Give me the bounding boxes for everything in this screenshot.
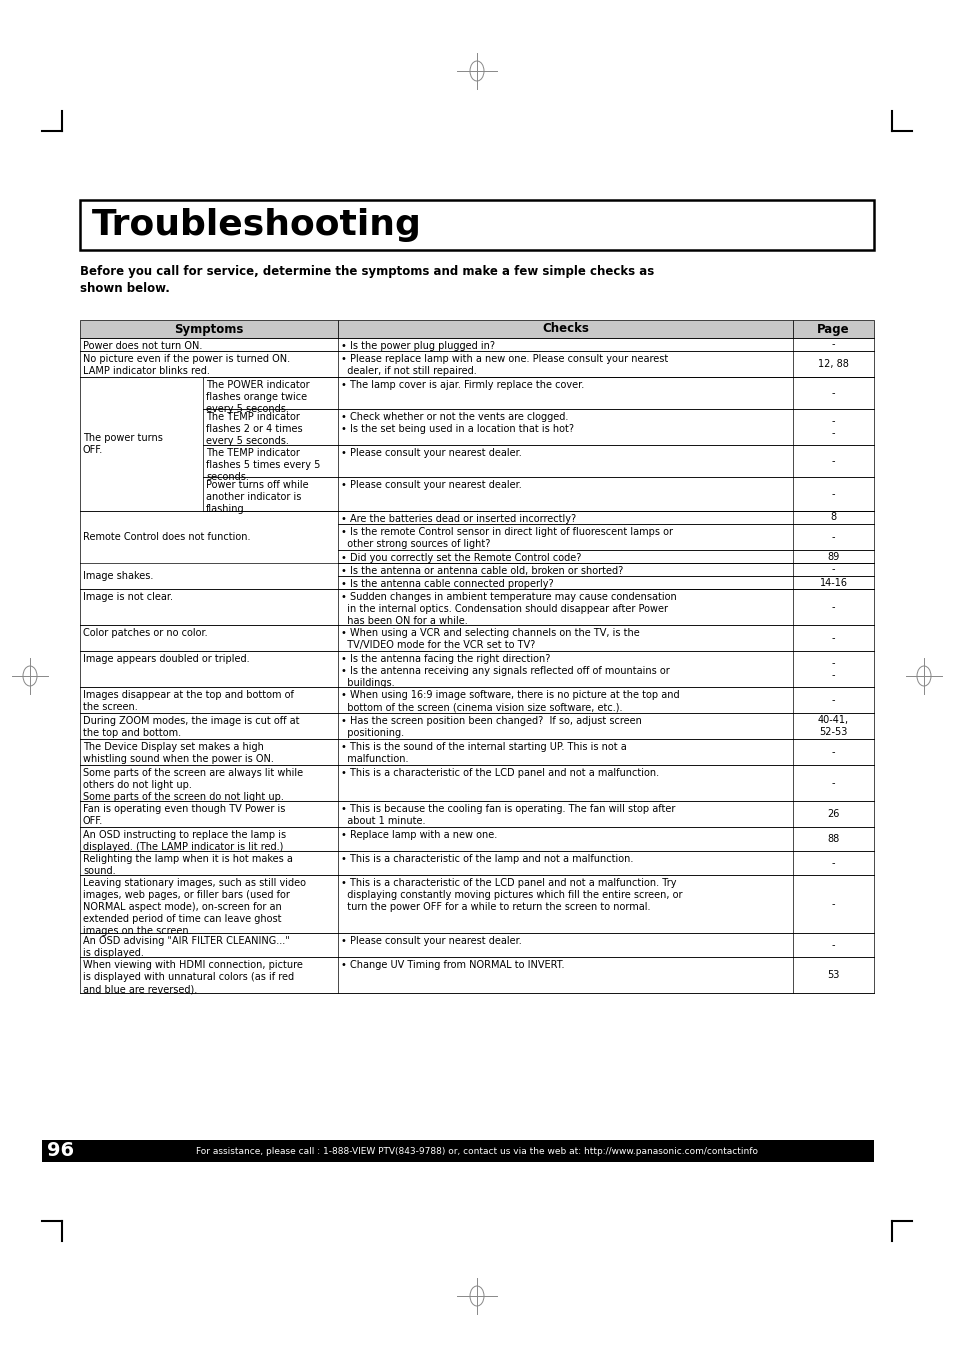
Text: -: -: [831, 940, 835, 950]
Text: Before you call for service, determine the symptoms and make a few simple checks: Before you call for service, determine t…: [80, 265, 654, 295]
Text: • Is the antenna cable connected properly?: • Is the antenna cable connected properl…: [340, 580, 553, 589]
Text: • When using 16:9 image software, there is no picture at the top and
  bottom of: • When using 16:9 image software, there …: [340, 690, 679, 712]
Text: Relighting the lamp when it is hot makes a
sound.: Relighting the lamp when it is hot makes…: [83, 854, 293, 875]
Bar: [337, 320, 792, 338]
Text: 96: 96: [48, 1142, 74, 1161]
Text: • Is the antenna or antenna cable old, broken or shorted?: • Is the antenna or antenna cable old, b…: [340, 566, 622, 576]
Text: -: -: [831, 778, 835, 788]
Text: Troubleshooting: Troubleshooting: [91, 208, 421, 242]
Text: • The lamp cover is ajar. Firmly replace the cover.: • The lamp cover is ajar. Firmly replace…: [340, 380, 583, 390]
Text: Color patches or no color.: Color patches or no color.: [83, 628, 208, 638]
Text: Fan is operating even though TV Power is
OFF.: Fan is operating even though TV Power is…: [83, 804, 285, 825]
Text: -: -: [831, 457, 835, 466]
Text: Leaving stationary images, such as still video
images, web pages, or filler bars: Leaving stationary images, such as still…: [83, 878, 306, 936]
Text: -: -: [831, 489, 835, 499]
Text: During ZOOM modes, the image is cut off at
the top and bottom.: During ZOOM modes, the image is cut off …: [83, 716, 299, 738]
Text: -: -: [831, 858, 835, 867]
Bar: [80, 1140, 873, 1162]
Text: The POWER indicator
flashes orange twice
every 5 seconds.: The POWER indicator flashes orange twice…: [206, 380, 310, 413]
Text: -: -: [831, 339, 835, 350]
Text: • Is the antenna facing the right direction?
• Is the antenna receiving any sign: • Is the antenna facing the right direct…: [340, 654, 669, 688]
Text: An OSD instructing to replace the lamp is
displayed. (The LAMP indicator is lit : An OSD instructing to replace the lamp i…: [83, 830, 286, 852]
Text: 53: 53: [826, 970, 839, 979]
Text: 14-16: 14-16: [819, 577, 846, 588]
Text: • This is a characteristic of the LCD panel and not a malfunction. Try
  display: • This is a characteristic of the LCD pa…: [340, 878, 681, 912]
Text: 88: 88: [826, 834, 839, 844]
Text: Image appears doubled or tripled.: Image appears doubled or tripled.: [83, 654, 250, 663]
Text: • Sudden changes in ambient temperature may cause condensation
  in the internal: • Sudden changes in ambient temperature …: [340, 592, 676, 626]
Text: The TEMP indicator
flashes 5 times every 5
seconds.: The TEMP indicator flashes 5 times every…: [206, 449, 320, 482]
Text: • Please consult your nearest dealer.: • Please consult your nearest dealer.: [340, 936, 521, 946]
Text: • When using a VCR and selecting channels on the TV, is the
  TV/VIDEO mode for : • When using a VCR and selecting channel…: [340, 628, 639, 650]
Text: 12, 88: 12, 88: [818, 359, 848, 369]
Text: The power turns
OFF.: The power turns OFF.: [83, 434, 163, 455]
Text: Symptoms: Symptoms: [174, 323, 243, 335]
Text: • Please consult your nearest dealer.: • Please consult your nearest dealer.: [340, 480, 521, 490]
Text: -: -: [831, 694, 835, 705]
Text: Images disappear at the top and bottom of
the screen.: Images disappear at the top and bottom o…: [83, 690, 294, 712]
Text: -: -: [831, 747, 835, 757]
Text: -
-: - -: [831, 416, 835, 438]
Text: For assistance, please call : 1-888-VIEW PTV(843-9788) or, contact us via the we: For assistance, please call : 1-888-VIEW…: [195, 1147, 758, 1155]
Text: No picture even if the power is turned ON.
LAMP indicator blinks red.: No picture even if the power is turned O…: [83, 354, 290, 376]
Bar: [792, 320, 873, 338]
Text: 26: 26: [826, 809, 839, 819]
Text: • Please replace lamp with a new one. Please consult your nearest
  dealer, if n: • Please replace lamp with a new one. Pl…: [340, 354, 667, 376]
Text: • Is the power plug plugged in?: • Is the power plug plugged in?: [340, 340, 495, 351]
Text: • This is the sound of the internal starting UP. This is not a
  malfunction.: • This is the sound of the internal star…: [340, 742, 626, 765]
Text: • This is a characteristic of the lamp and not a malfunction.: • This is a characteristic of the lamp a…: [340, 854, 633, 865]
Text: Some parts of the screen are always lit while
others do not light up.
Some parts: Some parts of the screen are always lit …: [83, 767, 303, 802]
Text: 40-41,
52-53: 40-41, 52-53: [817, 715, 848, 738]
Text: • Are the batteries dead or inserted incorrectly?: • Are the batteries dead or inserted inc…: [340, 513, 576, 524]
Text: • Replace lamp with a new one.: • Replace lamp with a new one.: [340, 830, 497, 840]
Text: An OSD advising "AIR FILTER CLEANING..."
is displayed.: An OSD advising "AIR FILTER CLEANING..."…: [83, 936, 290, 958]
Text: 89: 89: [826, 551, 839, 562]
Text: -: -: [831, 634, 835, 643]
Text: Checks: Checks: [541, 323, 588, 335]
Text: -: -: [831, 532, 835, 542]
Text: Image shakes.: Image shakes.: [83, 571, 153, 581]
Text: Remote Control does not function.: Remote Control does not function.: [83, 532, 251, 542]
Text: -: -: [831, 898, 835, 909]
Bar: [42, 1140, 80, 1162]
Text: -: -: [831, 603, 835, 612]
Text: -
-: - -: [831, 658, 835, 680]
Text: • Did you correctly set the Remote Control code?: • Did you correctly set the Remote Contr…: [340, 553, 580, 563]
Text: • This is because the cooling fan is operating. The fan will stop after
  about : • This is because the cooling fan is ope…: [340, 804, 675, 825]
Text: 8: 8: [829, 512, 836, 523]
Text: • Change UV Timing from NORMAL to INVERT.: • Change UV Timing from NORMAL to INVERT…: [340, 961, 564, 970]
Text: The TEMP indicator
flashes 2 or 4 times
every 5 seconds.: The TEMP indicator flashes 2 or 4 times …: [206, 412, 302, 446]
Text: Image is not clear.: Image is not clear.: [83, 592, 172, 603]
Text: • Has the screen position been changed?  If so, adjust screen
  positioning.: • Has the screen position been changed? …: [340, 716, 641, 738]
Text: -: -: [831, 388, 835, 399]
Text: Page: Page: [817, 323, 849, 335]
Text: Power turns off while
another indicator is
flashing.: Power turns off while another indicator …: [206, 480, 309, 513]
Text: -: -: [831, 565, 835, 574]
Bar: [80, 320, 337, 338]
Text: • Check whether or not the vents are clogged.
• Is the set being used in a locat: • Check whether or not the vents are clo…: [340, 412, 574, 434]
Text: • Is the remote Control sensor in direct light of fluorescent lamps or
  other s: • Is the remote Control sensor in direct…: [340, 527, 672, 549]
Text: • This is a characteristic of the LCD panel and not a malfunction.: • This is a characteristic of the LCD pa…: [340, 767, 659, 778]
Text: • Please consult your nearest dealer.: • Please consult your nearest dealer.: [340, 449, 521, 458]
Text: When viewing with HDMI connection, picture
is displayed with unnatural colors (a: When viewing with HDMI connection, pictu…: [83, 961, 302, 994]
Text: Power does not turn ON.: Power does not turn ON.: [83, 340, 202, 351]
Text: The Device Display set makes a high
whistling sound when the power is ON.: The Device Display set makes a high whis…: [83, 742, 274, 765]
Bar: [80, 200, 873, 250]
